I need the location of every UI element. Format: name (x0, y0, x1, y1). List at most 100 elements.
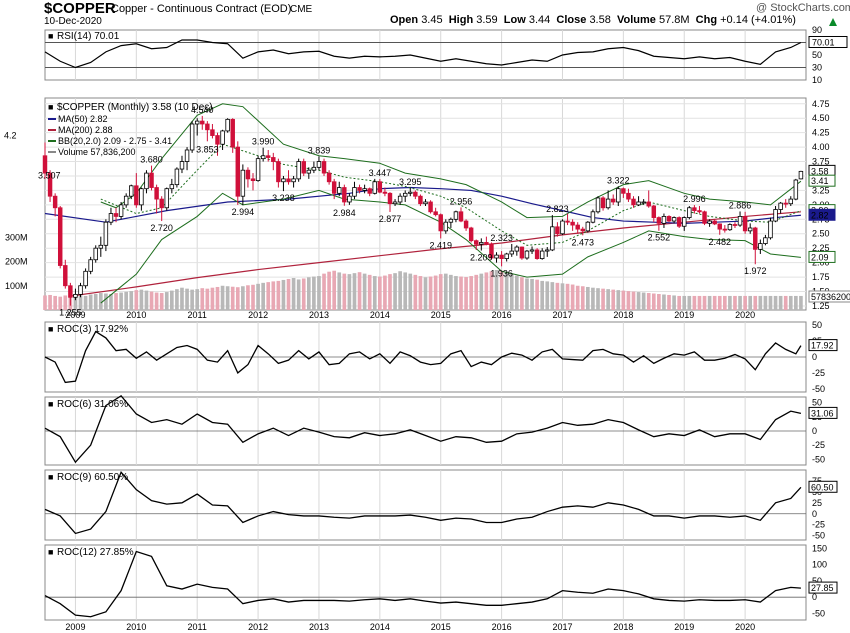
volume-bar (301, 278, 306, 310)
candle-body (362, 188, 367, 191)
x-tick-label-top: 2017 (552, 310, 572, 320)
candle-body (372, 181, 377, 194)
roc3-y-tick: -50 (812, 384, 825, 394)
candle-body (468, 227, 474, 242)
volume-bar (570, 284, 575, 310)
volume-bar (129, 291, 134, 310)
open-value: 3.45 (421, 14, 443, 26)
volume-bar (707, 295, 712, 310)
volume-bar (449, 274, 453, 310)
chg-label: Chg (695, 14, 718, 26)
candle-body (585, 221, 591, 232)
price-legend-label: BB(20,2.0) 2.09 - 2.75 - 3.41 (58, 136, 172, 146)
roc3-last-value: 17.92 (811, 341, 834, 351)
roc9-y-tick: -50 (812, 531, 825, 541)
candle-body (276, 161, 281, 183)
candle-body (169, 184, 175, 190)
volume-bar (662, 294, 666, 310)
volume-bar (580, 286, 585, 310)
candle-body (595, 197, 601, 213)
candle-body (220, 130, 225, 145)
x-tick-label-bottom: 2014 (370, 622, 390, 632)
roc6-y-tick: -25 (812, 440, 825, 450)
volume-bar (185, 288, 189, 310)
rsi-line (44, 39, 802, 69)
candle-body (600, 197, 606, 209)
price-y-tick: 4.75 (812, 99, 830, 109)
candle-body (453, 211, 459, 220)
candle-body (367, 188, 372, 194)
candle-body (189, 123, 195, 151)
x-tick-label-bottom: 2013 (309, 622, 329, 632)
volume-bar (281, 279, 286, 310)
candle-body (590, 211, 596, 223)
price-annotation: 3.853 (196, 145, 219, 155)
candle-body (63, 265, 68, 287)
candle-body (98, 244, 104, 249)
volume-bar (702, 295, 707, 310)
roc6-y-tick: 0 (812, 426, 817, 436)
candle-body (631, 198, 636, 206)
candle-body (68, 285, 73, 298)
price-annotation: 3.238 (272, 193, 295, 203)
volume-bar (241, 286, 245, 310)
volume-bar (372, 276, 377, 310)
volume-y-tick: 100M (5, 281, 28, 291)
last-close-value: 3.58 (811, 166, 829, 176)
volume-bar (601, 288, 605, 310)
candle-body (788, 198, 794, 205)
candle-body (123, 195, 129, 206)
volume-bar (525, 278, 529, 310)
candle-body (281, 178, 286, 183)
candle-body (47, 172, 53, 197)
volume-bar (520, 277, 524, 310)
roc12-last-value-box (808, 581, 838, 594)
rsi-last-value: 70.01 (812, 37, 835, 47)
candle-body (347, 195, 352, 203)
price-annotation: 3.447 (369, 168, 392, 178)
candle-body (489, 243, 494, 259)
volume-bar (271, 281, 276, 310)
volume-bar (256, 283, 260, 310)
candle-body (768, 220, 773, 239)
volume-bar (393, 273, 397, 310)
candle-body (463, 220, 469, 229)
volume-bar (88, 294, 93, 310)
volume-bar (433, 275, 438, 310)
x-tick-label-top: 2009 (65, 310, 85, 320)
rsi-y-tick: 90 (812, 25, 822, 35)
volume-bar (276, 280, 281, 310)
candle-body (200, 120, 205, 125)
volume-y-tick: 200M (5, 257, 28, 267)
volume-bar (454, 276, 458, 310)
candle-body (747, 227, 753, 232)
volume-bar (322, 273, 326, 310)
volume-bar (667, 294, 671, 310)
volume-bar (306, 277, 311, 310)
candle-body (692, 207, 697, 212)
volume-bar (728, 295, 732, 310)
candle-body (671, 217, 677, 222)
candle-body (651, 205, 657, 218)
candle-body (539, 250, 545, 259)
volume-bar (606, 289, 610, 310)
volume-bar (383, 275, 387, 310)
price-annotation: 1.255 (59, 308, 82, 318)
candle-body (565, 220, 570, 223)
candle-body (118, 204, 124, 217)
last-ma50-value: 2.82 (811, 210, 829, 220)
roc12-legend-swatch: ■ (48, 547, 53, 557)
candle-body (377, 181, 383, 193)
candle-body (397, 195, 403, 203)
roc12-y-tick: 100 (812, 560, 827, 570)
candle-body (580, 228, 585, 232)
roc12-y-tick: 150 (812, 543, 827, 553)
roc9-last-value-box (808, 480, 838, 493)
candle-body (494, 254, 499, 259)
volume-bar (312, 276, 316, 310)
symbol-text: $COPPER (44, 0, 116, 17)
chart-date: 10-Dec-2020 (44, 16, 102, 27)
price-annotation: 3.295 (399, 177, 422, 187)
candle-body (250, 178, 256, 182)
volume-bar (63, 295, 68, 310)
